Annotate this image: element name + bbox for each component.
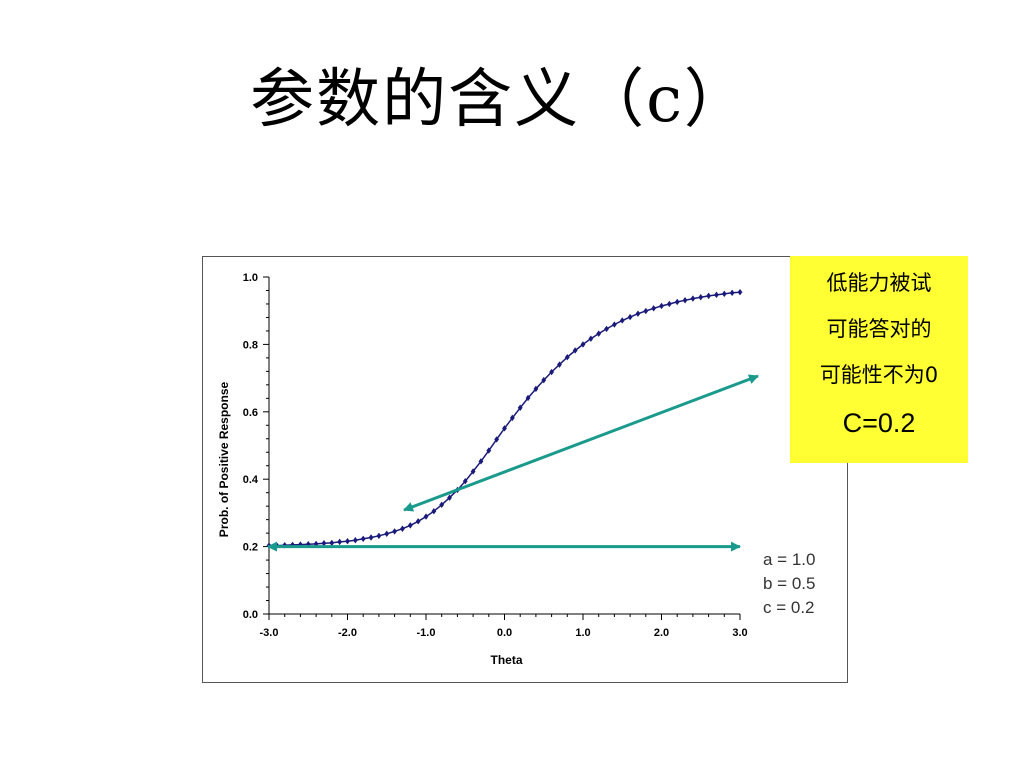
x-axis-label: Theta	[490, 653, 522, 667]
icc-point	[407, 522, 413, 529]
x-tick-label: 1.0	[575, 627, 590, 639]
x-tick-label: -1.0	[417, 627, 436, 639]
icc-point	[384, 530, 390, 537]
x-tick-label: 3.0	[732, 627, 747, 639]
icc-point	[360, 535, 366, 543]
icc-point	[557, 361, 562, 368]
y-axis-label: Prob. of Positive Response	[217, 381, 231, 537]
x-tick-label: 2.0	[654, 627, 669, 639]
y-tick-label: 0.6	[243, 407, 258, 419]
icc-point	[651, 305, 657, 312]
chart-arrows	[267, 374, 759, 552]
icc-point	[659, 302, 664, 310]
icc-point	[612, 321, 617, 328]
y-tick-label: 1.0	[243, 272, 258, 284]
icc-point	[368, 534, 374, 541]
y-tick-label: 0.4	[243, 474, 259, 486]
icc-point	[643, 307, 649, 315]
icc-point	[352, 536, 358, 544]
icc-point	[737, 288, 743, 296]
icc-point	[682, 297, 688, 304]
parameter-legend: a = 1.0 b = 0.5 c = 0.2	[763, 548, 815, 620]
y-tick-label: 0.8	[243, 339, 258, 351]
icc-point	[564, 354, 570, 361]
icc-point	[635, 310, 641, 317]
icc-point	[674, 298, 680, 306]
icc-point	[714, 291, 719, 299]
param-a: a = 1.0	[763, 550, 816, 569]
callout-box: 低能力被试 可能答对的 可能性不为0 C=0.2	[790, 256, 968, 463]
icc-point	[690, 295, 696, 302]
chart-axes: -3.0 -2.0 -1.0 0.0 1.0 2.0 3.0 0.0 0.2 0.4 0.6 0.8 1…	[217, 272, 748, 667]
callout-value: C=0.2	[842, 408, 916, 438]
icc-point	[423, 513, 429, 520]
icc-point	[549, 368, 554, 376]
icc-point	[706, 292, 711, 300]
icc-point	[604, 325, 609, 333]
callout-line-2: 可能答对的	[826, 317, 932, 341]
pointer-double-arrow	[403, 374, 759, 512]
icc-point	[596, 330, 602, 337]
x-tick-label: 0.0	[497, 627, 512, 639]
param-b: b = 0.5	[763, 574, 816, 593]
icc-point	[721, 290, 727, 298]
y-tick-label: 0.0	[243, 609, 258, 621]
icc-point	[345, 538, 350, 545]
icc-point	[337, 538, 343, 546]
y-tick-label: 0.2	[243, 542, 258, 554]
icc-chart: -3.0 -2.0 -1.0 0.0 1.0 2.0 3.0 0.0 0.2 0.4 0.6 0.8 1…	[217, 272, 759, 667]
icc-point	[729, 289, 735, 297]
icc-point	[666, 300, 672, 308]
param-c: c = 0.2	[763, 598, 815, 617]
icc-point	[698, 294, 704, 301]
icc-point	[392, 528, 397, 535]
icc-point	[619, 317, 625, 324]
icc-point	[400, 525, 405, 532]
callout-line-1: 低能力被试	[826, 271, 932, 295]
x-tick-label: -3.0	[260, 627, 279, 639]
icc-curve-line	[269, 291, 741, 547]
icc-point	[415, 518, 421, 525]
icc-point	[588, 335, 594, 342]
callout-line-3: 可能性不为0	[819, 363, 939, 387]
icc-point	[572, 347, 578, 354]
icc-point	[376, 532, 382, 540]
chart-curve	[266, 288, 743, 549]
slide-title: 参数的含义（c）	[250, 63, 750, 137]
x-tick-label: -2.0	[338, 627, 357, 639]
icc-point	[627, 313, 633, 321]
icc-point	[580, 341, 586, 348]
